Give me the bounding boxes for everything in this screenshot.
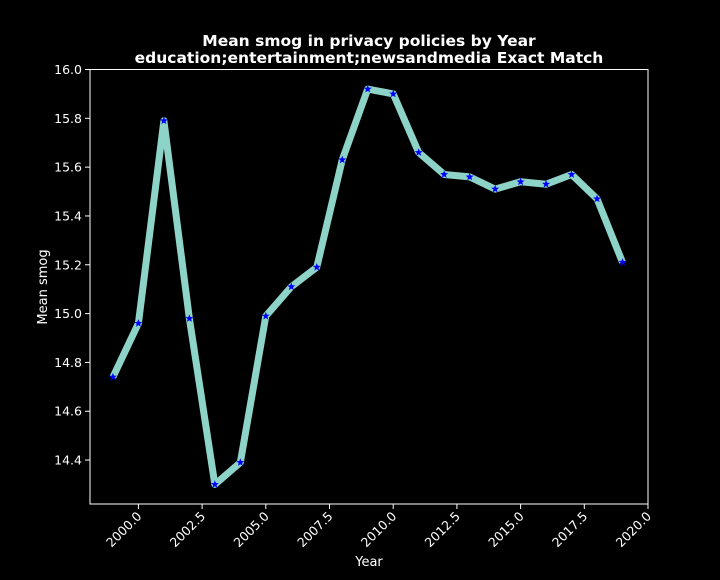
data-point-star	[261, 311, 270, 320]
y-tick-label: 14.6	[54, 404, 82, 419]
data-point-star	[414, 148, 423, 156]
data-point-star	[363, 84, 372, 93]
chart-title: Mean smog in privacy policies by Year	[202, 32, 536, 50]
data-point-star	[465, 172, 474, 181]
y-tick-label: 15.6	[54, 160, 82, 175]
x-tick-label: 2020.0	[613, 508, 655, 550]
data-point-star	[618, 258, 627, 266]
data-point-star	[593, 194, 602, 203]
data-point-star	[389, 89, 398, 98]
data-point-star	[338, 155, 347, 164]
x-axis-label: Year	[354, 555, 383, 570]
data-point-star	[159, 116, 168, 125]
data-point-star	[516, 177, 525, 186]
x-tick-label: 2017.5	[549, 509, 591, 551]
x-tick-label: 2010.0	[358, 508, 400, 550]
data-point-star	[440, 170, 449, 178]
x-tick-label: 2002.5	[167, 509, 209, 551]
x-tick-label: 2015.0	[485, 508, 527, 550]
x-tick-label: 2005.0	[230, 508, 272, 550]
series-layer	[108, 84, 627, 488]
data-point-star	[185, 314, 194, 322]
y-tick-label: 15.2	[54, 257, 82, 272]
y-axis: 14.4 14.6 14.8 15.0 15.2 15.4 15.6 15.8 16.0	[54, 62, 90, 468]
data-point-star	[567, 170, 576, 178]
data-point-star	[108, 372, 117, 381]
y-tick-label: 15.8	[54, 111, 82, 126]
data-point-star	[491, 184, 500, 193]
x-tick-label: 2007.5	[294, 509, 336, 551]
y-tick-label: 16.0	[54, 62, 82, 77]
y-tick-label: 15.4	[54, 208, 82, 223]
data-point-star	[134, 319, 143, 327]
data-point-star	[312, 263, 321, 271]
y-tick-label: 14.4	[54, 453, 82, 468]
y-tick-label: 15.0	[54, 306, 82, 321]
data-point-star	[287, 282, 296, 291]
x-tick-label: 2000.0	[103, 508, 145, 550]
chart-subtitle: education;entertainment;newsandmedia Exa…	[135, 49, 604, 67]
plot-frame	[89, 69, 649, 505]
data-point-star	[210, 480, 219, 488]
data-point-star	[542, 180, 551, 188]
y-axis-label: Mean smog	[36, 249, 51, 324]
series-line	[109, 85, 626, 488]
x-axis: 2000.0 2002.5 2005.0 2007.5 2010.0 2012.5 2015…	[103, 504, 654, 550]
y-tick-label: 14.8	[54, 355, 82, 370]
data-point-star	[236, 458, 245, 466]
x-tick-label: 2012.5	[421, 509, 463, 551]
